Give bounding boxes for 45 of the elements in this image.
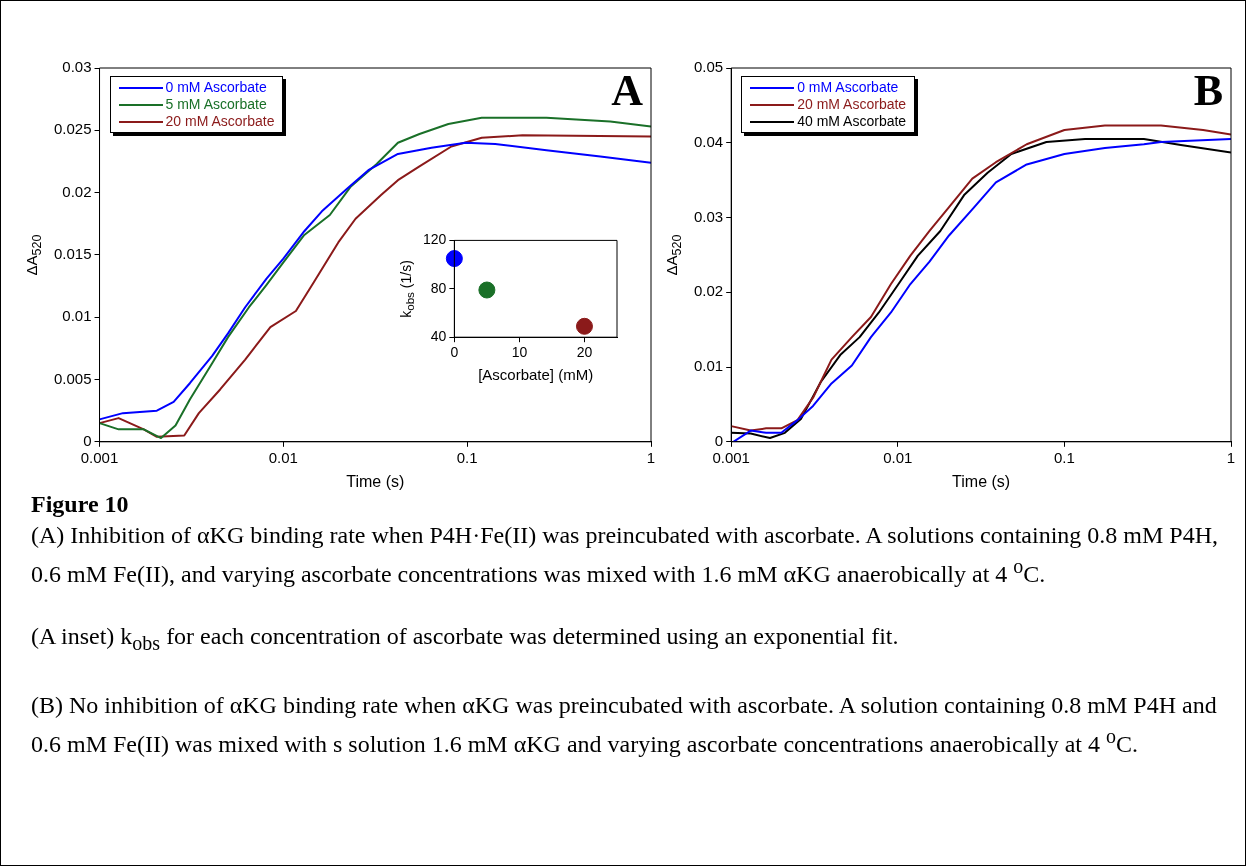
text: (A) Inhibition of αKG binding rate when P4H·Fe(II) was preincubated with ascorbate. A solutions containing 0.8 mM P4H, 0.6 mM Fe(II), and varying ascorbate concentrations was mixed with 1.6 mM αKG anaerobically at 4 $^{o}$C. — [31, 521, 1220, 589]
x-axis-title: Time (s) — [952, 472, 1011, 490]
x-tick-label: 0.01 — [268, 448, 298, 466]
y-tick-label: 0.025 — [53, 120, 92, 138]
annotation: A — [611, 66, 644, 116]
legend-label: 20 mM Ascorbate — [165, 113, 275, 130]
y-tick-label: 0.02 — [62, 182, 92, 200]
x-tick-label: 0.1 — [1053, 448, 1075, 466]
x-tick-label: 0.001 — [712, 448, 750, 466]
y-tick-label: 0 — [83, 431, 92, 449]
text: (B) No inhibition of αKG binding rate when αKG was preincubated with ascorbate. A solution containing 0.8 mM P4H and 0.6 mM Fe(II) was mixed with s solution 1.6 mM αKG and varying ascorbate concentrations anaerobically at 4 $^{o}$C. — [31, 690, 1218, 759]
x-axis-title: [Ascorbate] (mM) — [478, 366, 594, 384]
x-tick-label: 0.001 — [80, 448, 119, 466]
y-tick-label: 80 — [430, 279, 447, 296]
text: (A inset) k$_{obs}$ for each concentration of ascorbate was determined using an exponential fit. — [31, 622, 900, 656]
point — [575, 317, 593, 335]
y-tick-label: 0.01 — [62, 307, 92, 325]
annotation: B — [1193, 66, 1223, 116]
y-tick-label: 0.03 — [693, 207, 724, 225]
legend-label: 5 mM Ascorbate — [165, 96, 267, 113]
x-tick-label: 1 — [646, 448, 656, 466]
x-tick-label: 0 — [450, 344, 459, 361]
y-tick-label: 0.03 — [62, 58, 92, 76]
y-tick-label: 120 — [423, 231, 447, 248]
x-tick-label: 10 — [511, 344, 528, 361]
y-tick-label: 0.02 — [693, 282, 724, 300]
x-tick-label: 0.01 — [883, 448, 913, 466]
y-tick-label: 40 — [430, 328, 447, 345]
legend-label: 40 mM Ascorbate — [797, 113, 907, 130]
y-tick-label: 0.01 — [693, 357, 724, 375]
y-tick-label: 0.05 — [693, 58, 724, 76]
y-tick-label: 0.015 — [53, 245, 92, 263]
y-tick-label: 0.04 — [693, 132, 724, 150]
x-tick-label: 20 — [576, 344, 593, 361]
legend-label: 0 mM Ascorbate — [165, 79, 267, 96]
text: Figure 10 — [31, 490, 130, 519]
point — [445, 250, 463, 268]
x-tick-label: 1 — [1226, 448, 1236, 466]
y-tick-label: 0 — [714, 431, 724, 449]
legend-label: 20 mM Ascorbate — [797, 96, 907, 113]
legend-label: 0 mM Ascorbate — [797, 79, 899, 96]
x-tick-label: 0.1 — [456, 448, 478, 466]
x-axis-title: Time (s) — [346, 472, 405, 490]
y-tick-label: 0.005 — [53, 369, 92, 387]
point — [478, 281, 496, 299]
